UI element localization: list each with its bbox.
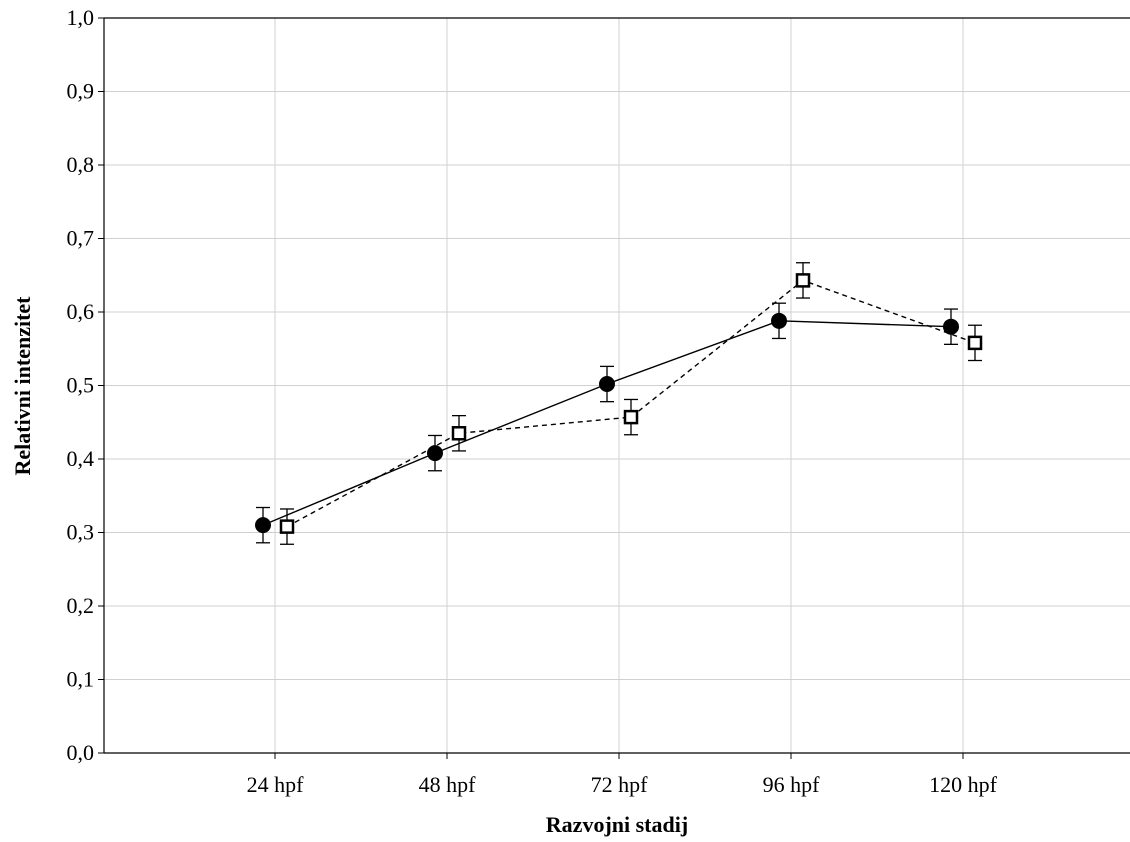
- x-tick-label: 24 hpf: [247, 772, 305, 797]
- y-tick-label: 0,9: [67, 79, 95, 104]
- x-tick-label: 72 hpf: [591, 772, 649, 797]
- series-2-line: [286, 279, 976, 528]
- y-axis-title: Relativni intenzitet: [10, 296, 35, 476]
- series-2-point: [279, 519, 295, 534]
- y-tick-label: 0,5: [67, 373, 95, 398]
- x-tick-label: 120 hpf: [929, 772, 998, 797]
- series-2-point: [451, 426, 467, 441]
- grid: [104, 17, 1130, 753]
- x-tick-label: 48 hpf: [419, 772, 477, 797]
- series-2-point: [795, 273, 811, 288]
- y-axis-ticks: 0,0 0,1 0,2 0,3 0,4 0,5 0,6 0,7 0,8 0,9 1,0: [67, 5, 104, 765]
- y-tick-label: 0,0: [67, 740, 95, 765]
- y-tick-label: 0,4: [67, 446, 95, 471]
- y-tick-label: 1,0: [67, 5, 95, 30]
- x-axis-title: Razvojni stadij: [546, 812, 688, 837]
- series-1-point: [427, 445, 443, 462]
- data-markers: [255, 273, 983, 534]
- y-tick-label: 0,1: [67, 667, 95, 692]
- y-tick-label: 0,7: [67, 226, 95, 251]
- x-tick-label: 96 hpf: [763, 772, 821, 797]
- series-1-point: [255, 517, 271, 534]
- series-1-point: [771, 312, 787, 329]
- series-1-point: [599, 376, 615, 393]
- series-1-line: [262, 320, 952, 526]
- y-tick-label: 0,2: [67, 593, 95, 618]
- series-1-point: [943, 318, 959, 335]
- series-2-point: [967, 335, 983, 351]
- x-axis-ticks: 24 hpf 48 hpf 72 hpf 96 hpf 120 hpf: [247, 753, 998, 797]
- y-tick-label: 0,6: [67, 299, 95, 324]
- y-tick-label: 0,8: [67, 152, 95, 177]
- series-2-point: [623, 409, 639, 425]
- y-tick-label: 0,3: [67, 520, 95, 545]
